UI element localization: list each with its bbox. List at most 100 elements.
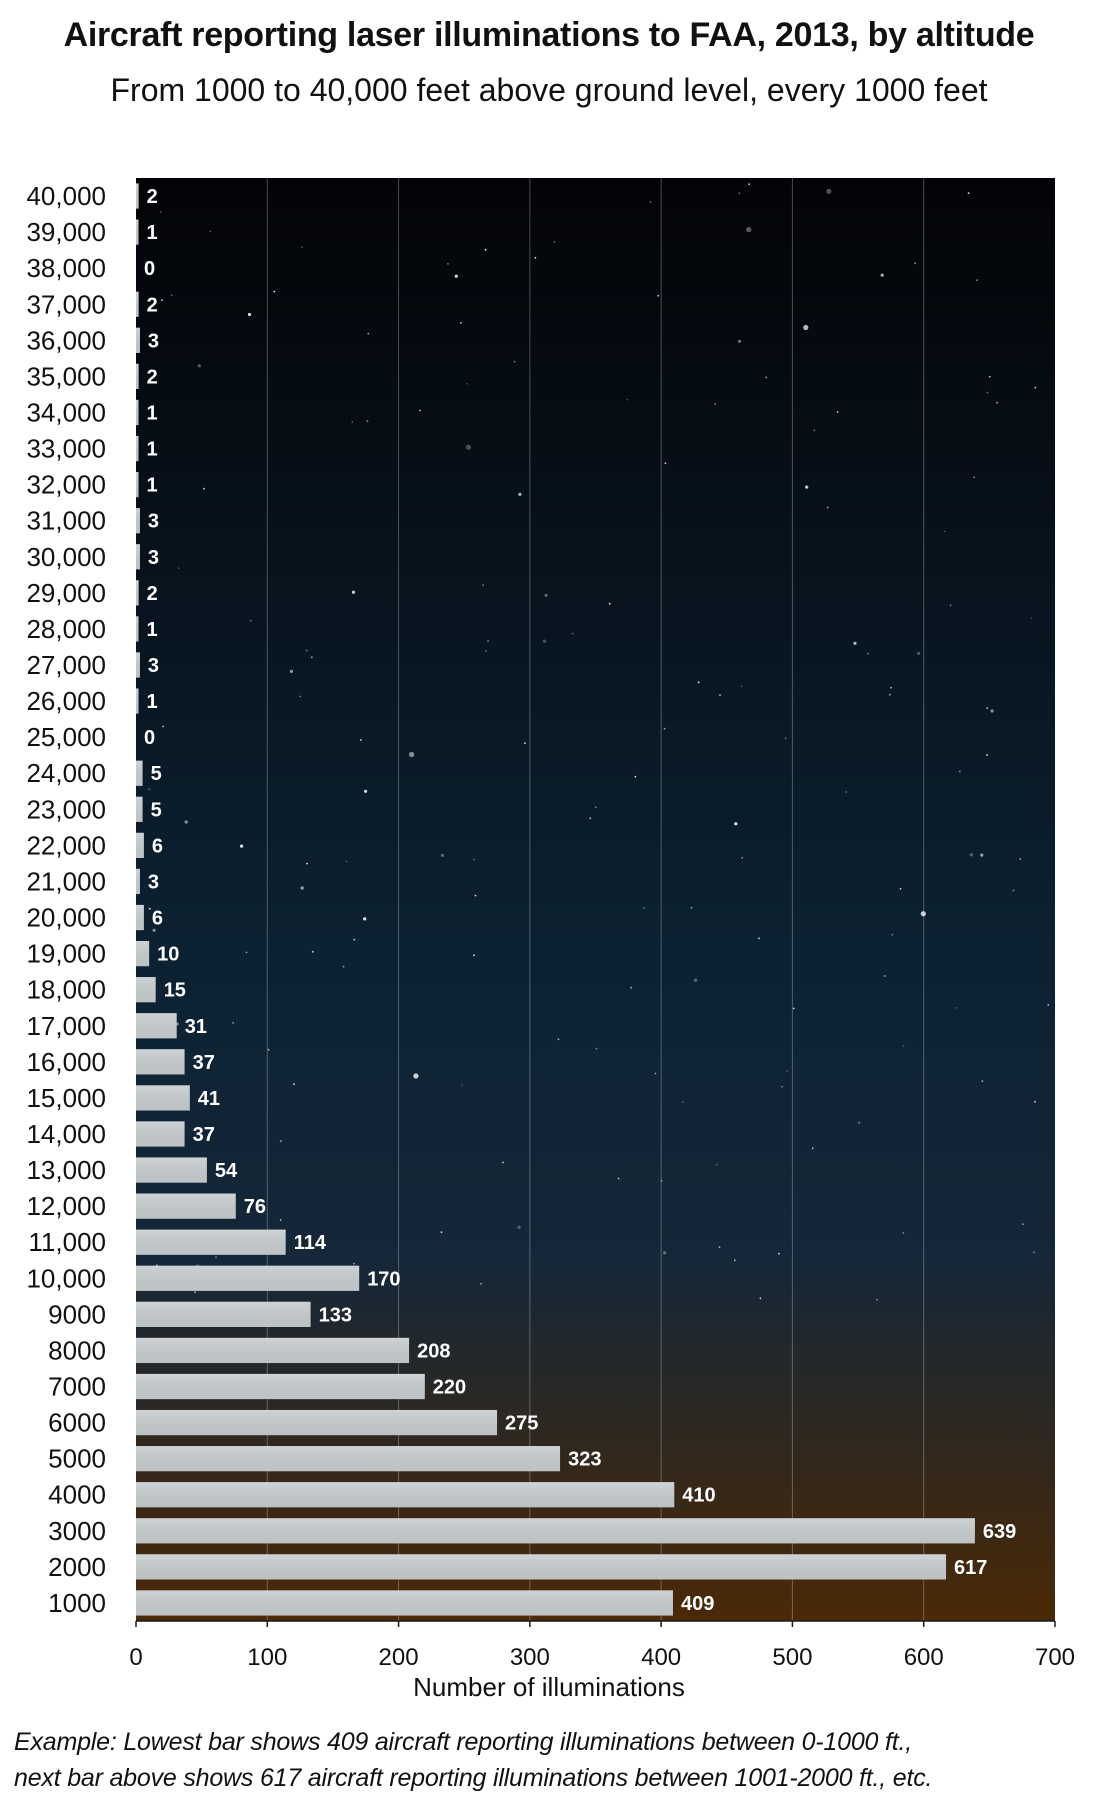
star — [718, 1246, 721, 1249]
bar-value-label: 3 — [148, 872, 159, 894]
star — [649, 201, 652, 203]
star — [524, 742, 526, 744]
star — [883, 975, 886, 977]
star — [969, 853, 973, 857]
star — [694, 978, 698, 982]
bar-value-label: 617 — [954, 1557, 987, 1579]
chart-subtitle: From 1000 to 40,000 feet above ground le… — [110, 72, 988, 108]
bar-value-label: 114 — [294, 1232, 327, 1254]
star — [301, 246, 303, 249]
star — [311, 950, 314, 953]
star — [737, 339, 742, 343]
star — [473, 954, 475, 957]
bar-value-label: 41 — [198, 1088, 220, 1110]
star — [409, 751, 415, 758]
bar-shading — [136, 1554, 947, 1580]
star-field — [135, 183, 1050, 1301]
y-tick-label: 27,000 — [26, 650, 106, 680]
bar-value-label: 2 — [147, 294, 158, 316]
star — [484, 248, 487, 251]
star — [792, 1007, 795, 1010]
bar-shading — [136, 796, 143, 822]
bar-shading — [136, 832, 144, 859]
y-tick-label: 5000 — [48, 1444, 106, 1474]
y-tick-label: 29,000 — [26, 578, 106, 608]
star — [880, 273, 884, 277]
y-tick-label: 24,000 — [26, 758, 106, 788]
bar-value-label: 1 — [147, 439, 158, 461]
star — [714, 403, 717, 405]
x-tick-label: 600 — [904, 1644, 944, 1671]
star — [784, 737, 787, 740]
bar-value-label: 0 — [144, 727, 155, 749]
bar-shading — [136, 977, 156, 1003]
star — [643, 907, 645, 909]
star — [690, 906, 693, 909]
star — [364, 789, 368, 793]
star — [482, 584, 484, 587]
bar-value-label: 37 — [193, 1124, 215, 1146]
star — [786, 1070, 789, 1072]
y-tick-label: 14,000 — [26, 1119, 106, 1149]
bar-value-label: 275 — [505, 1413, 538, 1435]
star — [759, 1297, 762, 1300]
star — [342, 965, 345, 968]
bar-shading — [136, 399, 139, 426]
star — [345, 860, 348, 863]
bar-shading — [136, 1590, 673, 1616]
star — [461, 1084, 463, 1087]
bar-shading — [136, 1013, 177, 1039]
y-tick-label: 39,000 — [26, 217, 106, 247]
star — [203, 487, 206, 490]
star — [480, 1282, 482, 1285]
star — [440, 853, 445, 858]
bar-value-label: 170 — [367, 1268, 400, 1290]
star — [485, 650, 487, 652]
star — [920, 911, 926, 917]
star — [805, 485, 809, 489]
bar-shading — [136, 363, 139, 390]
bar-shading — [136, 904, 144, 931]
bar-value-label: 3 — [148, 330, 159, 352]
bar-value-label: 76 — [244, 1196, 266, 1218]
y-tick-label: 1000 — [48, 1588, 106, 1618]
bar-shading — [136, 1193, 236, 1219]
star — [534, 256, 537, 259]
star — [608, 602, 611, 605]
star — [305, 649, 308, 652]
star — [310, 656, 313, 659]
star — [654, 1072, 657, 1075]
star — [811, 1147, 814, 1150]
y-tick-label: 19,000 — [26, 939, 106, 969]
star — [273, 290, 276, 293]
star — [853, 641, 857, 645]
star — [589, 817, 592, 820]
star — [976, 279, 978, 281]
star — [664, 462, 667, 465]
bar-shading — [136, 1049, 185, 1075]
star — [980, 853, 984, 857]
x-tick-label: 100 — [247, 1644, 287, 1671]
star — [557, 1038, 560, 1041]
star — [245, 951, 248, 954]
bar-shading — [136, 183, 139, 209]
star — [162, 725, 165, 728]
bar-value-label: 2 — [147, 186, 158, 208]
star — [351, 421, 354, 423]
x-tick-label: 700 — [1035, 1644, 1075, 1671]
star — [826, 188, 832, 194]
star — [955, 1006, 958, 1009]
star — [734, 822, 738, 826]
y-tick-label: 7000 — [48, 1372, 106, 1402]
star — [232, 1022, 235, 1024]
bar-shading — [136, 1229, 286, 1255]
y-tick-label: 4000 — [48, 1480, 106, 1510]
bar-value-label: 5 — [151, 763, 162, 785]
bar-value-label: 3 — [148, 547, 159, 569]
star — [460, 321, 462, 324]
star — [981, 1080, 984, 1082]
bar-value-label: 639 — [983, 1521, 1016, 1543]
plot-background — [136, 178, 1055, 1621]
x-tick-label: 500 — [772, 1644, 812, 1671]
star — [617, 1177, 620, 1180]
